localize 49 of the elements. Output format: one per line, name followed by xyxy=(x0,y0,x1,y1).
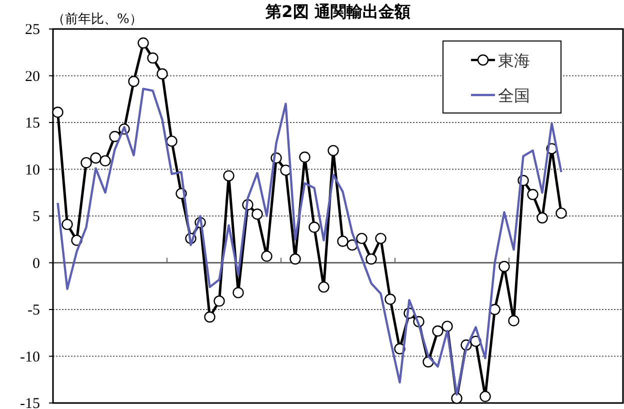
point xyxy=(52,106,64,118)
y-tick-label: -15 xyxy=(20,396,40,409)
point xyxy=(204,311,216,323)
point xyxy=(252,208,263,220)
point xyxy=(375,232,386,244)
y-tick-label: 5 xyxy=(32,209,40,225)
point xyxy=(527,188,538,200)
y-tick-label: 20 xyxy=(25,68,40,85)
point xyxy=(109,130,120,142)
point xyxy=(299,151,310,163)
point xyxy=(308,222,320,233)
y-tick-label: 15 xyxy=(25,116,40,132)
y-tick-label: 0 xyxy=(32,256,40,272)
point xyxy=(480,390,491,402)
legend-label: 全国 xyxy=(498,86,530,105)
point xyxy=(80,157,92,168)
y-axis-title: （前年比、%） xyxy=(52,12,142,27)
point xyxy=(223,170,234,182)
point xyxy=(366,253,377,265)
point xyxy=(337,236,348,247)
y-tick-label: -5 xyxy=(28,302,40,318)
point xyxy=(318,281,330,293)
y-tick-label: 25 xyxy=(25,22,40,38)
point xyxy=(214,295,225,307)
point xyxy=(166,136,178,147)
point xyxy=(498,260,510,272)
point xyxy=(328,144,339,156)
point xyxy=(442,320,453,332)
point xyxy=(156,68,168,80)
legend-label: 東海 xyxy=(498,51,530,70)
point xyxy=(100,155,111,166)
point xyxy=(261,250,272,262)
point xyxy=(232,287,244,298)
point xyxy=(90,152,102,164)
chart-title: 第2図 通関輸出金額 xyxy=(264,2,410,21)
y-tick-label: 10 xyxy=(25,162,40,178)
point xyxy=(556,208,567,219)
point xyxy=(356,232,368,244)
point xyxy=(432,325,444,337)
point xyxy=(451,392,462,404)
point xyxy=(508,315,520,326)
point xyxy=(536,212,548,224)
point xyxy=(138,37,149,49)
point xyxy=(384,294,396,305)
point xyxy=(62,218,73,230)
y-tick-label: -10 xyxy=(20,349,40,366)
point xyxy=(290,253,301,265)
point xyxy=(147,52,158,64)
point xyxy=(128,76,140,87)
